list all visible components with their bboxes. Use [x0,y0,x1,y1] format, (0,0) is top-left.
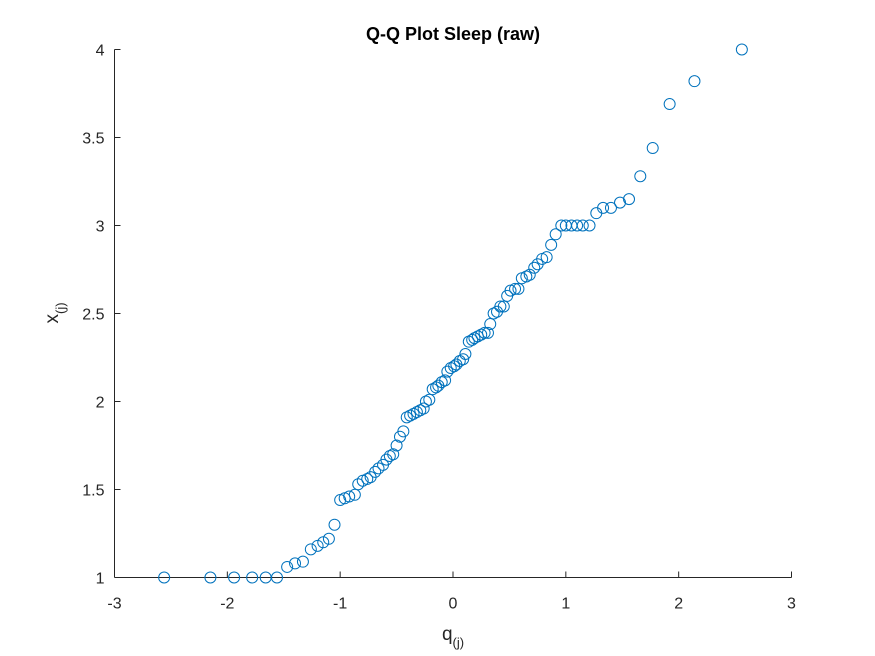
data-point [369,465,382,478]
data-point [545,238,558,251]
data-point [296,555,309,568]
data-point [417,402,430,415]
data-point [494,300,507,313]
data-point [597,201,610,214]
data-point [623,193,636,206]
data-points [158,43,748,584]
y-tick-label: 1 [96,571,105,588]
y-ticks: 1 1.5 2 2.5 3 3.5 4 [82,43,121,588]
x-tick-label: 3 [787,596,796,613]
data-point [528,261,541,274]
data-point [509,282,522,295]
data-point [663,98,676,111]
data-point [478,326,491,339]
data-point [289,557,302,570]
y-axis-label-main: x [42,314,63,324]
data-point [390,439,403,452]
data-point [328,518,341,531]
data-point [583,219,596,232]
data-point [204,571,217,584]
x-tick-label: 2 [674,596,683,613]
y-tick-label: 2 [96,395,105,412]
y-tick-label: 4 [96,43,105,60]
data-point [352,478,365,491]
x-axis-label-main: q [442,624,453,645]
y-tick-label: 2.5 [82,307,104,324]
data-point [688,75,701,88]
data-point [158,571,171,584]
y-tick-label: 3.5 [82,131,104,148]
y-tick-label: 1.5 [82,483,104,500]
data-point [397,425,410,438]
y-axis-label: x(j) [42,302,68,323]
x-tick-label: -2 [220,596,234,613]
data-point [459,347,472,360]
data-point [304,543,317,556]
x-axis-label: q(j) [442,624,464,650]
data-point [387,448,400,461]
x-tick-label: 1 [561,596,570,613]
data-point [270,571,283,584]
data-point [549,228,562,241]
data-point [348,488,361,501]
data-point [523,268,536,281]
data-point [246,571,259,584]
data-point [497,300,510,313]
x-tick-label: 0 [449,596,458,613]
data-point [555,219,568,232]
data-point [646,142,659,155]
data-point [512,282,525,295]
y-axis-label-sub: (j) [53,302,68,314]
data-point [571,219,584,232]
data-point [735,43,748,56]
data-point [228,571,241,584]
data-point [634,170,647,183]
data-point [372,462,385,475]
data-point [484,318,497,331]
data-point [343,490,356,503]
data-point [540,251,553,264]
data-point [457,353,470,366]
y-tick-label: 3 [96,219,105,236]
x-ticks: -3 -2 -1 0 1 2 3 [107,571,796,613]
data-point [439,374,452,387]
data-point [576,219,589,232]
x-axis-label-sub: (j) [453,635,465,650]
data-point [604,201,617,214]
data-point [423,393,436,406]
x-tick-label: -3 [107,596,121,613]
chart-title: Q-Q Plot Sleep (raw) [366,24,540,44]
data-point [481,326,494,339]
x-tick-label: -1 [333,596,347,613]
data-point [613,196,626,209]
data-point [322,532,335,545]
data-point [281,560,294,573]
